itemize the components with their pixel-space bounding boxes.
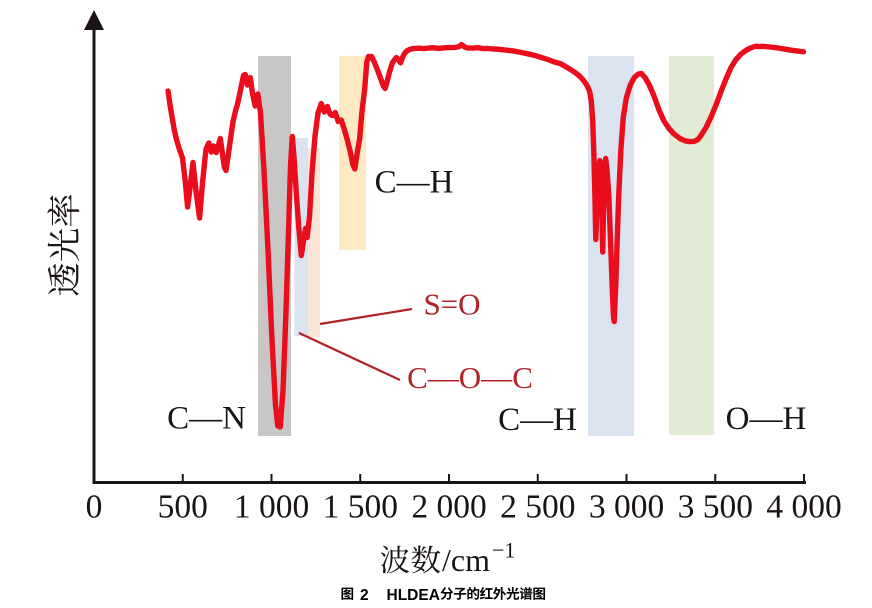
svg-text:500: 500 xyxy=(158,489,208,526)
svg-text:HLDEA: HLDEA xyxy=(387,587,440,604)
svg-text:O—H: O—H xyxy=(726,401,807,437)
svg-text:−1: −1 xyxy=(492,538,515,563)
svg-text:C—N: C—N xyxy=(167,401,246,437)
svg-text:C—H: C—H xyxy=(498,402,577,438)
svg-text:3 000: 3 000 xyxy=(589,489,664,526)
svg-text:2 500: 2 500 xyxy=(500,489,575,526)
svg-text:C—O—C: C—O—C xyxy=(407,360,533,395)
svg-text:2: 2 xyxy=(360,587,369,604)
svg-text:C—H: C—H xyxy=(375,165,454,201)
svg-text:4 000: 4 000 xyxy=(766,489,841,526)
svg-text:2 000: 2 000 xyxy=(411,489,486,526)
svg-text:S=O: S=O xyxy=(423,287,480,322)
svg-text:0: 0 xyxy=(86,489,103,526)
svg-text:1 500: 1 500 xyxy=(323,489,398,526)
svg-text:/cm: /cm xyxy=(442,542,490,578)
svg-text:1 000: 1 000 xyxy=(234,489,309,526)
svg-text:3 500: 3 500 xyxy=(678,489,753,526)
